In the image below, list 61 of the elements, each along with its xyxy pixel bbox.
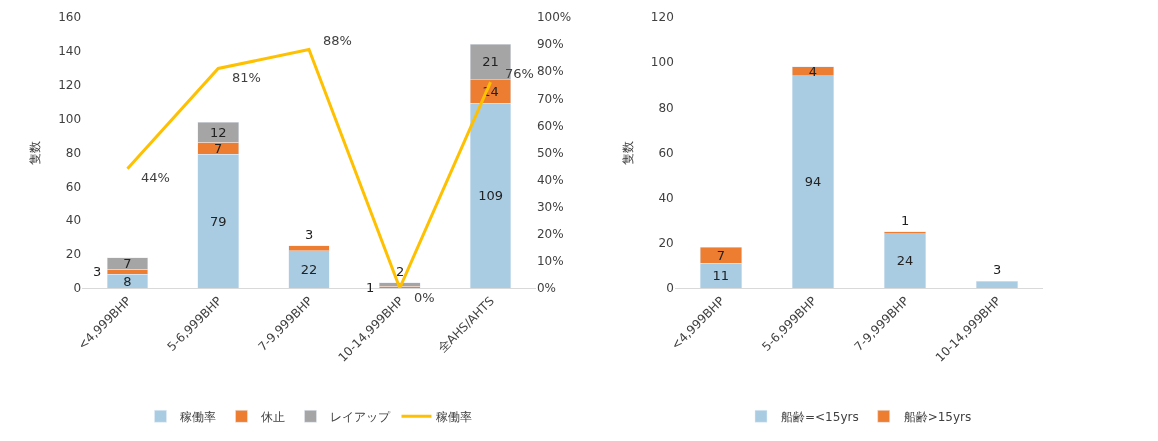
legend-label: 稼働率 — [436, 410, 473, 424]
y2-tick-label: 20% — [536, 227, 564, 241]
data-label: 11 — [712, 268, 730, 284]
data-label: 3 — [993, 262, 1002, 277]
y-axis-title: 隻数 — [621, 140, 636, 165]
y2-tick-label: 50% — [536, 145, 564, 160]
data-label: 7 — [123, 255, 132, 271]
data-label: 81% — [232, 70, 261, 85]
data-label: 2 — [396, 264, 405, 279]
data-label: 1 — [901, 213, 910, 228]
y2-tick-label: 60% — [536, 118, 564, 133]
y-tick-label: 40 — [658, 190, 674, 205]
y2-tick-label: 30% — [536, 199, 564, 214]
y-tick-label: 20 — [65, 247, 82, 262]
y2-tick-label: 0% — [536, 281, 556, 296]
y-tick-label: 20 — [658, 236, 674, 251]
data-label: 24 — [896, 253, 914, 269]
y-tick-label: 120 — [58, 77, 82, 92]
y-tick-label: 60 — [658, 145, 674, 160]
y-tick-label: 40 — [65, 213, 82, 228]
legend-label: レイアップ — [330, 410, 392, 424]
data-label: 22 — [300, 261, 318, 277]
y-tick-label: 80 — [65, 145, 82, 160]
y2-tick-label: 10% — [536, 254, 564, 269]
data-label: 3 — [93, 264, 102, 279]
legend-label: 休止 — [261, 410, 286, 424]
data-label: 3 — [305, 227, 314, 242]
bar — [976, 280, 1019, 288]
data-label: 0% — [414, 290, 435, 305]
data-label: 76% — [505, 66, 534, 81]
y-axis-title: 隻数 — [28, 140, 43, 165]
legend-label: 船齢>15yrs — [903, 410, 972, 424]
y2-tick-label: 80% — [536, 64, 564, 79]
y2-tick-label: 100% — [536, 10, 572, 25]
y-tick-label: 140 — [58, 44, 82, 59]
data-label: 44% — [141, 170, 170, 185]
legend-label: 船齢=<15yrs — [781, 410, 859, 424]
y-tick-label: 100 — [650, 55, 674, 70]
y2-tick-label: 40% — [536, 172, 564, 187]
y-tick-label: 80 — [658, 100, 674, 115]
data-label: 8 — [123, 273, 132, 289]
data-label: 109 — [478, 188, 503, 204]
y-tick-label: 0 — [666, 281, 674, 296]
data-label: 1 — [366, 280, 375, 295]
data-label: 7 — [716, 247, 725, 263]
y-tick-label: 120 — [650, 10, 674, 25]
y-tick-label: 60 — [65, 179, 82, 194]
data-label: 12 — [209, 124, 227, 140]
y-tick-label: 100 — [58, 111, 82, 126]
y2-tick-label: 90% — [536, 37, 564, 52]
legend-label: 稼働率 — [180, 410, 217, 424]
data-label: 88% — [323, 33, 352, 48]
y-tick-label: 0 — [73, 281, 82, 296]
data-label: 4 — [808, 63, 818, 79]
y2-tick-label: 70% — [536, 91, 564, 106]
y-tick-label: 160 — [58, 10, 82, 25]
data-label: 79 — [209, 213, 227, 229]
data-label: 21 — [482, 54, 499, 70]
data-label: 7 — [214, 140, 223, 156]
bar — [884, 233, 927, 288]
data-label: 94 — [804, 174, 822, 190]
